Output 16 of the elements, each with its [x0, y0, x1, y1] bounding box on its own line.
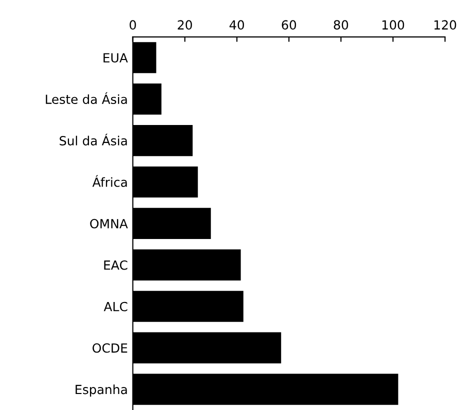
- x-tick-label: 120: [434, 20, 456, 30]
- y-tick-label: OMNA: [90, 218, 128, 228]
- y-tick-label: EAC: [104, 260, 128, 270]
- y-tick-label: Leste da Ásia: [46, 92, 127, 104]
- y-tick-label: ALC: [104, 302, 128, 312]
- x-tick-label: 60: [282, 20, 296, 30]
- x-tick-label: 100: [382, 20, 404, 30]
- y-tick-label: Espanha: [76, 384, 127, 397]
- y-tick-label: OCDE: [92, 343, 128, 353]
- y-tick-label: África: [92, 175, 127, 187]
- y-tick-label: EUA: [104, 53, 128, 63]
- x-tick-label: 20: [178, 20, 192, 30]
- y-tick-label: Sul da Ásia: [60, 134, 127, 146]
- x-tick-label: 0: [130, 20, 136, 30]
- x-tick-label: 40: [230, 20, 244, 30]
- x-tick-label: 80: [334, 20, 348, 30]
